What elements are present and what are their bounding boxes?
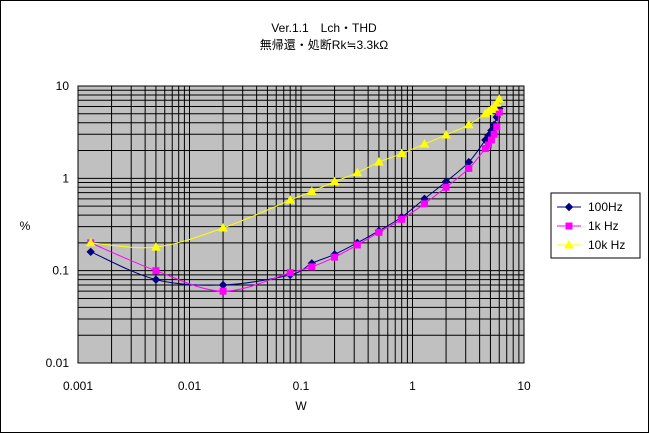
series-3 [85, 94, 505, 251]
legend-marker [565, 222, 573, 230]
data-point [375, 228, 383, 236]
data-point [420, 200, 428, 208]
data-point [398, 215, 406, 223]
tick-labels: 0.001 0.01 0.1 1 10 10 1 0.1 0.01 [46, 79, 531, 393]
data-point [419, 139, 430, 148]
series-layer [85, 94, 505, 295]
chart-title: Ver.1.1 Lch・THD [271, 21, 377, 35]
x-tick-label: 10 [517, 379, 531, 393]
legend-label: 10k Hz [588, 238, 625, 252]
y-tick-label: 0.1 [52, 264, 69, 278]
data-point [465, 164, 473, 172]
data-point [286, 269, 294, 277]
legend-label: 1k Hz [588, 219, 619, 233]
data-point [152, 267, 160, 275]
legend-marker [564, 202, 574, 212]
data-point [329, 176, 340, 186]
y-tick-label: 10 [56, 79, 70, 93]
data-point [151, 242, 161, 251]
data-point [441, 129, 451, 139]
data-point [352, 167, 363, 177]
data-point [218, 222, 228, 232]
legend-label: 100Hz [588, 200, 623, 214]
x-tick-label: 0.1 [293, 379, 310, 393]
data-point [219, 287, 227, 295]
legend-marker [564, 239, 574, 249]
data-point [331, 253, 339, 261]
data-point [306, 186, 317, 196]
data-point [85, 237, 96, 247]
x-tick-label: 0.01 [178, 379, 202, 393]
data-point [353, 241, 361, 249]
data-point [285, 195, 296, 204]
data-point [463, 119, 474, 129]
chart-subtitle: 無帰還・処断Rk≒3.3kΩ [260, 37, 388, 52]
plot-area [77, 85, 525, 364]
data-point [490, 130, 498, 138]
y-tick-label: 1 [62, 171, 69, 185]
data-point [487, 136, 495, 144]
data-point [494, 94, 505, 103]
data-point [308, 263, 316, 271]
x-tick-label: 0.001 [63, 379, 93, 393]
data-point [151, 275, 161, 284]
y-tick-label: 0.01 [46, 356, 70, 370]
x-axis-label: W [295, 399, 307, 413]
data-point [491, 98, 502, 107]
data-point [493, 123, 501, 131]
data-point [396, 148, 407, 158]
plot-border [77, 85, 525, 364]
data-point [374, 157, 384, 166]
data-point [442, 183, 450, 191]
data-point [495, 108, 503, 116]
y-axis-label: % [20, 219, 31, 233]
data-point [86, 247, 95, 257]
legend: 100Hz 1k Hz 10k Hz [550, 192, 641, 259]
x-tick-label: 1 [409, 379, 416, 393]
